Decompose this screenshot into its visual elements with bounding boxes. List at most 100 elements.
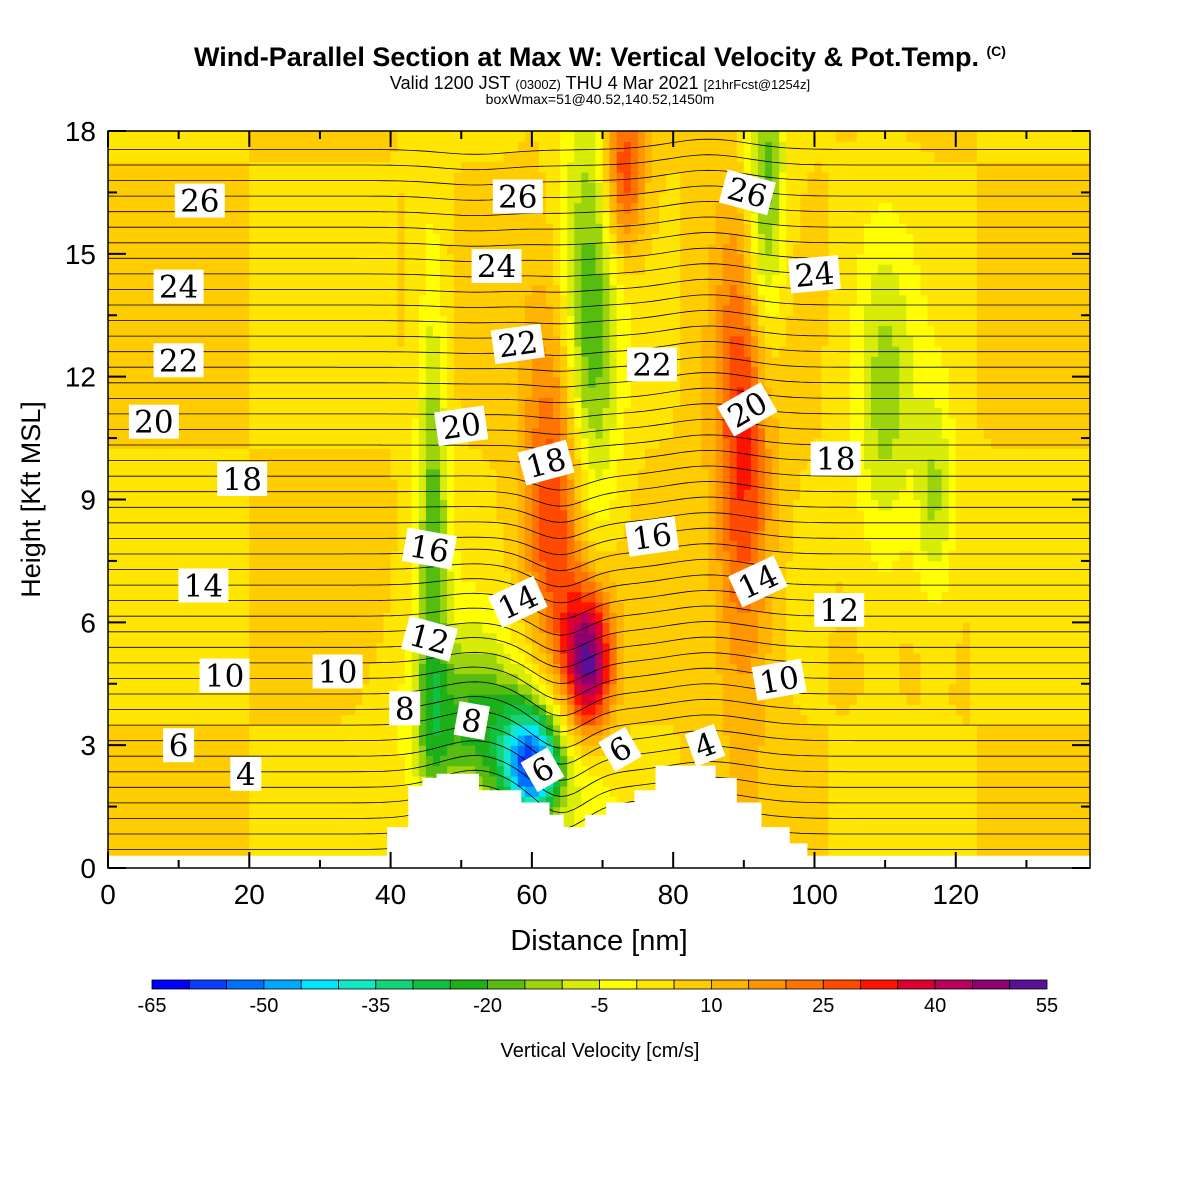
- y-axis-label: Height [Kft MSL]: [16, 401, 46, 598]
- y-tick-label: 12: [65, 362, 96, 393]
- isentrope-line: [108, 200, 1090, 217]
- isentrope-line: [108, 278, 1090, 293]
- isentrope-label: 22: [627, 347, 677, 383]
- isentrope-line: [108, 138, 1090, 155]
- isentrope-line: [108, 784, 1090, 830]
- isentrope-line: [108, 558, 1090, 588]
- isentrope-label: 18: [217, 462, 268, 498]
- isentrope-label-text: 26: [498, 180, 537, 216]
- isentrope-label-box: [471, 249, 522, 284]
- colorbar-swatch: [263, 979, 302, 990]
- x-tick-label: 20: [234, 879, 265, 910]
- isentrope-line: [108, 185, 1090, 201]
- isentrope-label: 4: [684, 723, 726, 767]
- isentrope-label-text: 22: [496, 324, 540, 365]
- isentrope-label-box: [389, 691, 421, 726]
- x-tick-label: 0: [100, 879, 116, 910]
- isentrope-label-box: [490, 323, 545, 365]
- isentrope-label-text: 22: [159, 343, 198, 379]
- copyright-mark: (C): [986, 43, 1006, 59]
- colorbar-swatch: [300, 979, 339, 990]
- isentrope-label: 14: [178, 568, 229, 605]
- isentrope-line: [108, 418, 1090, 435]
- y-tick-label: 9: [80, 485, 96, 516]
- x-tick-label: 40: [375, 879, 406, 910]
- isentrope-line: [108, 527, 1090, 556]
- isentrope-label: 16: [401, 527, 457, 571]
- colorbar-swatch: [524, 979, 563, 990]
- isentrope-label-box: [153, 269, 204, 304]
- colorbar-tick-label: 40: [924, 995, 946, 1017]
- isentrope-label-text: 10: [318, 655, 357, 691]
- isentrope-label-box: [788, 255, 841, 294]
- isentrope-label: 12: [814, 593, 865, 629]
- isentrope-label-text: 24: [159, 270, 198, 306]
- isentrope-line: [108, 263, 1090, 278]
- isentrope-line: [108, 666, 1090, 701]
- isentrope-line: [108, 740, 1090, 781]
- forecast-info: [21hrFcst@1254z]: [703, 77, 811, 92]
- isentrope-label: 26: [718, 169, 776, 216]
- colorbar-swatch: [561, 979, 600, 990]
- isentrope-line: [108, 325, 1090, 341]
- isentrope-line: [108, 621, 1090, 652]
- colorbar-swatch: [822, 979, 861, 990]
- isentrope-label-box: [178, 568, 229, 603]
- isentrope-label: 20: [128, 404, 179, 441]
- isentrope-label-box: [487, 575, 548, 628]
- isentrope-label: 24: [153, 269, 204, 306]
- isentrope-label-text: 26: [180, 184, 219, 220]
- isentrope-label-text: 8: [395, 691, 415, 727]
- isentrope-line: [108, 681, 1090, 717]
- isentrope-label-box: [312, 654, 363, 689]
- isentrope-label: 10: [751, 658, 807, 702]
- isentrope-line: [108, 710, 1090, 749]
- colorbar-swatch: [972, 979, 1011, 990]
- isentrope-line: [108, 372, 1090, 388]
- isentrope-label-box: [598, 726, 643, 772]
- isentrope-line: [108, 589, 1090, 620]
- isentrope-label-box: [453, 701, 491, 741]
- isentrope-label-box: [153, 343, 204, 378]
- colorbar-swatch: [785, 979, 824, 990]
- y-tick-label: 3: [80, 730, 96, 761]
- isentrope-label-box: [230, 756, 262, 791]
- isentrope-label-box: [400, 615, 458, 662]
- colorbar-swatch: [449, 979, 488, 990]
- colorbar-swatch: [897, 979, 936, 990]
- colorbar-tick-label: 25: [812, 995, 834, 1017]
- isentrope-line: [108, 512, 1090, 539]
- isentrope-label: 24: [788, 255, 841, 295]
- colorbar-swatch: [151, 979, 190, 990]
- isentrope-label-box: [624, 516, 680, 557]
- isentrope-label-box: [128, 404, 179, 439]
- colorbar-swatch: [599, 979, 638, 990]
- colorbar-swatch: [338, 979, 377, 990]
- valid-prefix: Valid 1200 JST: [389, 73, 511, 93]
- isentrope-line: [108, 605, 1090, 636]
- y-tick-label: 15: [65, 239, 96, 270]
- x-tick-label: 80: [658, 879, 689, 910]
- isentrope-line: [108, 465, 1090, 491]
- isentrope-label-text: 12: [819, 593, 858, 629]
- chart-title-text: Wind-Parallel Section at Max W: Vertical…: [194, 42, 979, 72]
- isentrope-line: [108, 449, 1090, 467]
- isentrope-label: 26: [174, 183, 225, 220]
- colorbar-tick-label: -65: [138, 995, 167, 1017]
- isentrope-label-box: [217, 462, 268, 496]
- potential-temperature-lines: [108, 138, 1090, 867]
- isentrope-label-box: [174, 183, 225, 218]
- isentrope-line: [108, 696, 1090, 733]
- colorbar-swatch: [711, 979, 750, 990]
- isentrope-line: [108, 496, 1090, 523]
- valid-date: THU 4 Mar 2021: [565, 73, 699, 93]
- isentrope-label-box: [401, 527, 457, 570]
- colorbar-swatch: [673, 979, 712, 990]
- valid-utc: (0300Z): [515, 77, 561, 92]
- isentrope-label-text: 24: [477, 249, 516, 285]
- isentrope-label-box: [728, 555, 788, 608]
- isentrope-line: [108, 434, 1090, 451]
- colorbar-tick-label: 10: [700, 995, 722, 1017]
- x-tick-label: 60: [516, 879, 547, 910]
